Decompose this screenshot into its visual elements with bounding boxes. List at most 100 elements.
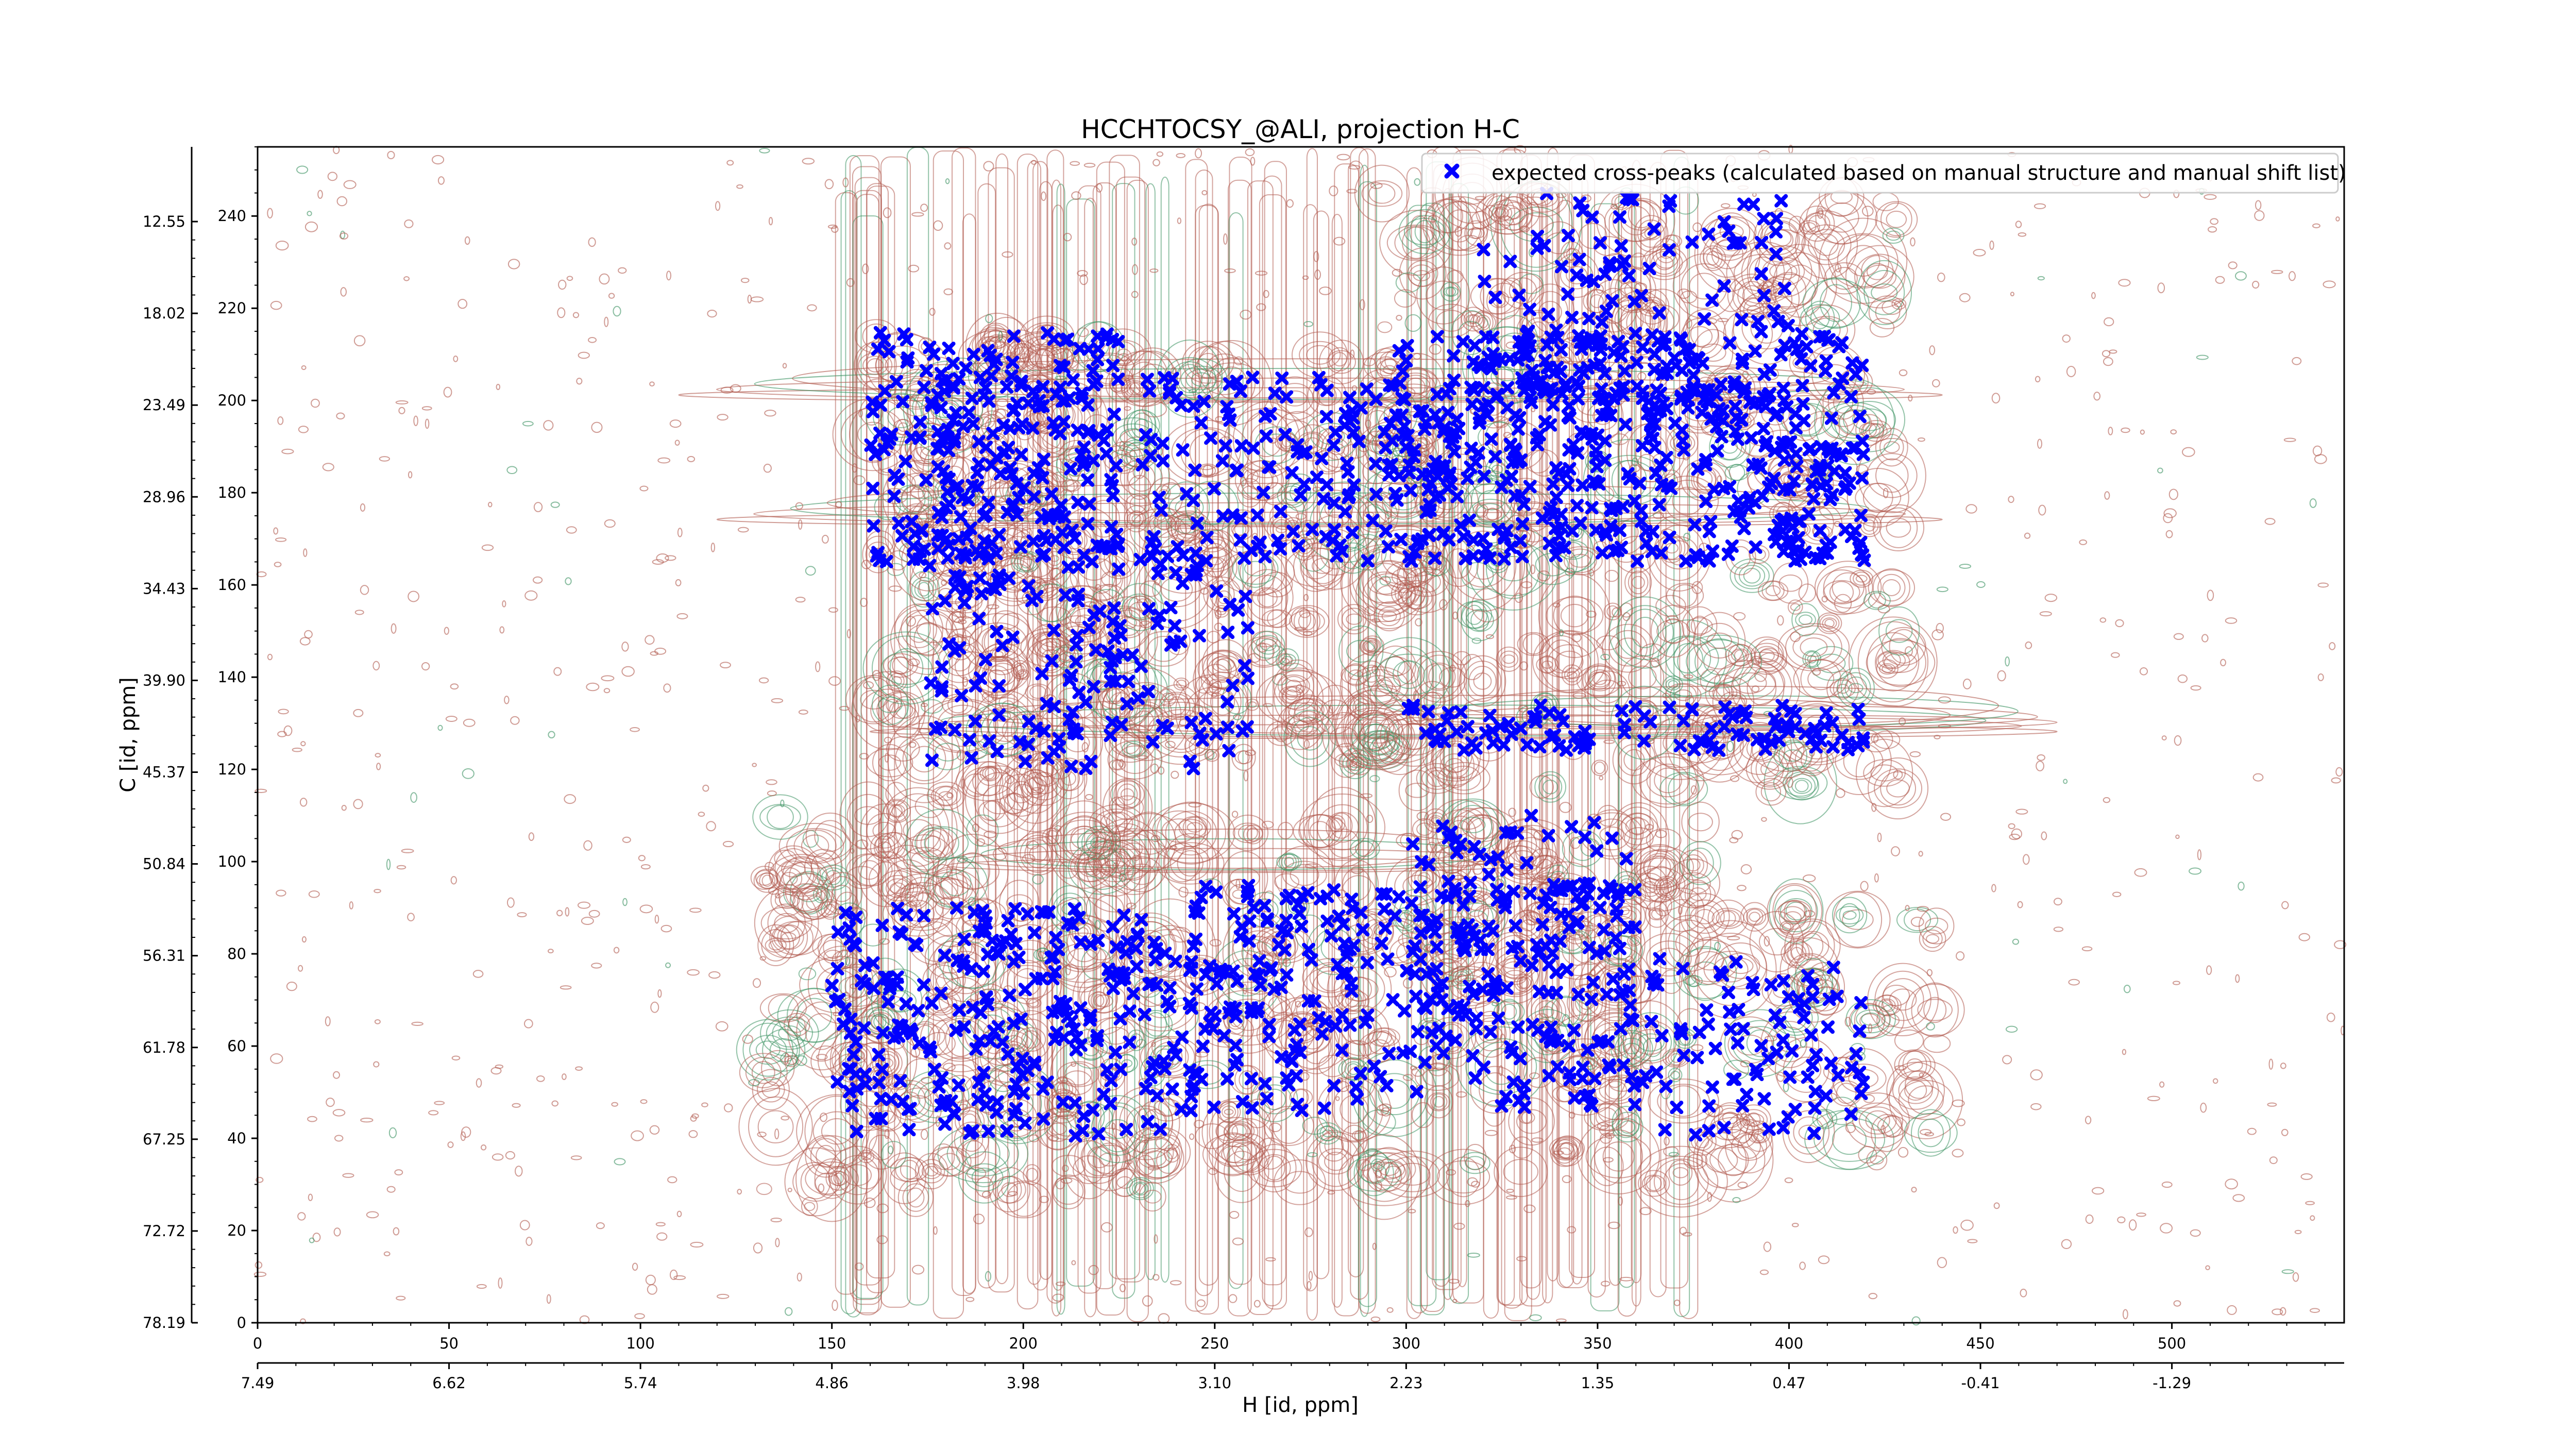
contour-peak: [1342, 868, 1371, 901]
contour-noise: [911, 212, 924, 217]
chart-title: HCCHTOCSY_@ALI, projection H-C: [1081, 114, 1520, 144]
contour-peak: [886, 670, 907, 692]
contour-peak: [1803, 212, 1831, 235]
contour-peak: [1428, 1149, 1500, 1205]
contour-peak: [1185, 368, 1217, 391]
contour-noise: [1304, 863, 1318, 869]
contour-peak: [1468, 665, 1497, 697]
contour-peak: [784, 1013, 810, 1037]
contour-peak: [760, 906, 812, 939]
contour-peak: [1880, 203, 1912, 237]
contour-peak: [1311, 1135, 1360, 1187]
contour-noise: [752, 978, 761, 988]
contour-peak: [814, 820, 846, 852]
contour-peak: [1823, 580, 1860, 604]
contour-noise: [1553, 1150, 1564, 1155]
contour-peak: [1865, 1110, 1890, 1131]
contour-peak: [1734, 649, 1747, 661]
contour-noise: [2206, 965, 2212, 975]
contour-noise: [1812, 668, 1821, 676]
contour-peak: [1156, 1148, 1180, 1174]
contour-peak: [981, 692, 994, 702]
contour-peak: [873, 835, 895, 859]
contour-peak: [1591, 760, 1608, 776]
contour-peak: [1765, 285, 1778, 295]
contour-peak: [1599, 826, 1624, 843]
contour-noise: [1940, 813, 1952, 821]
contour-peak: [1291, 607, 1312, 630]
contour-peak: [978, 1080, 1008, 1104]
contour-noise: [1562, 1014, 1570, 1025]
contour-peak: [756, 1183, 772, 1195]
contour-peak: [1668, 919, 1711, 967]
contour-peak: [1700, 622, 1739, 659]
contour-noise: [2163, 513, 2173, 524]
contour-peak: [1164, 998, 1199, 1034]
contour-peak: [1191, 340, 1273, 426]
contour-peak: [1759, 928, 1794, 956]
contour-noise: [832, 1300, 838, 1311]
contour-peak: [1371, 561, 1407, 596]
contour-peak: [1446, 1156, 1481, 1198]
contour-peak: [1816, 1110, 1834, 1128]
contour-peak: [1670, 1070, 1680, 1080]
contour-noise: [710, 542, 716, 552]
contour-noise: [1731, 830, 1743, 840]
contour-peak: [1615, 268, 1652, 312]
contour-peak: [1648, 907, 1666, 921]
contour-peak: [1623, 609, 1667, 656]
contour-peak: [1730, 558, 1774, 593]
contour-noise: [726, 160, 734, 166]
contour-peak: [1689, 273, 1720, 300]
contour-peak: [1564, 667, 1580, 683]
contour-noise: [547, 949, 554, 954]
contour-noise: [855, 715, 860, 722]
contour-peak: [843, 1164, 872, 1186]
contour-peak: [1550, 921, 1571, 946]
contour-noise: [766, 779, 777, 785]
contour-peak: [903, 1095, 934, 1123]
contour-peak: [947, 696, 968, 714]
contour-peak: [1627, 857, 1694, 912]
contour-peak: [1350, 838, 1380, 860]
contour-noise: [816, 1054, 828, 1060]
contour-noise: [1677, 906, 1683, 915]
contour-peak: [1040, 585, 1123, 655]
contour-peak: [1384, 1166, 1402, 1178]
contour-peak: [1021, 1030, 1041, 1049]
contour-noise: [767, 790, 777, 797]
contour-noise: [421, 662, 430, 671]
contour-peak: [1516, 976, 1532, 990]
contour-peak: [1264, 667, 1332, 729]
contour-peak: [1354, 164, 1410, 223]
contour-noise: [1936, 586, 1948, 593]
contour-peak: [1398, 209, 1451, 255]
contour-peak: [1732, 672, 1767, 694]
contour-peak: [1631, 756, 1705, 805]
contour-peak: [1111, 839, 1143, 860]
contour-peak: [1142, 401, 1167, 417]
contour-noise: [957, 855, 968, 863]
contour-peak: [1048, 567, 1064, 580]
contour-noise: [1151, 835, 1161, 843]
contour-peak: [1737, 1134, 1761, 1159]
contour-peak: [1654, 767, 1682, 794]
contour-noise: [2023, 854, 2030, 865]
contour-peak: [1560, 1141, 1574, 1155]
contour-peak: [1621, 812, 1654, 840]
contour-ridge: [678, 387, 1943, 403]
contour-noise: [312, 1233, 321, 1242]
contour-peak: [1635, 706, 1725, 780]
contour-peak: [1657, 1084, 1710, 1119]
contour-peak: [1214, 605, 1229, 618]
contour-noise: [911, 1265, 925, 1275]
contour-peak: [1407, 260, 1438, 287]
contour-peak: [1386, 224, 1446, 261]
contour-peak: [1052, 1174, 1086, 1209]
contour-noise: [1552, 602, 1561, 608]
contour-peak: [1848, 683, 1863, 694]
contour-peak: [1638, 1170, 1670, 1197]
contour-noise: [1144, 1139, 1148, 1144]
contour-peak: [1814, 378, 1895, 465]
contour-peak: [1155, 1134, 1180, 1151]
